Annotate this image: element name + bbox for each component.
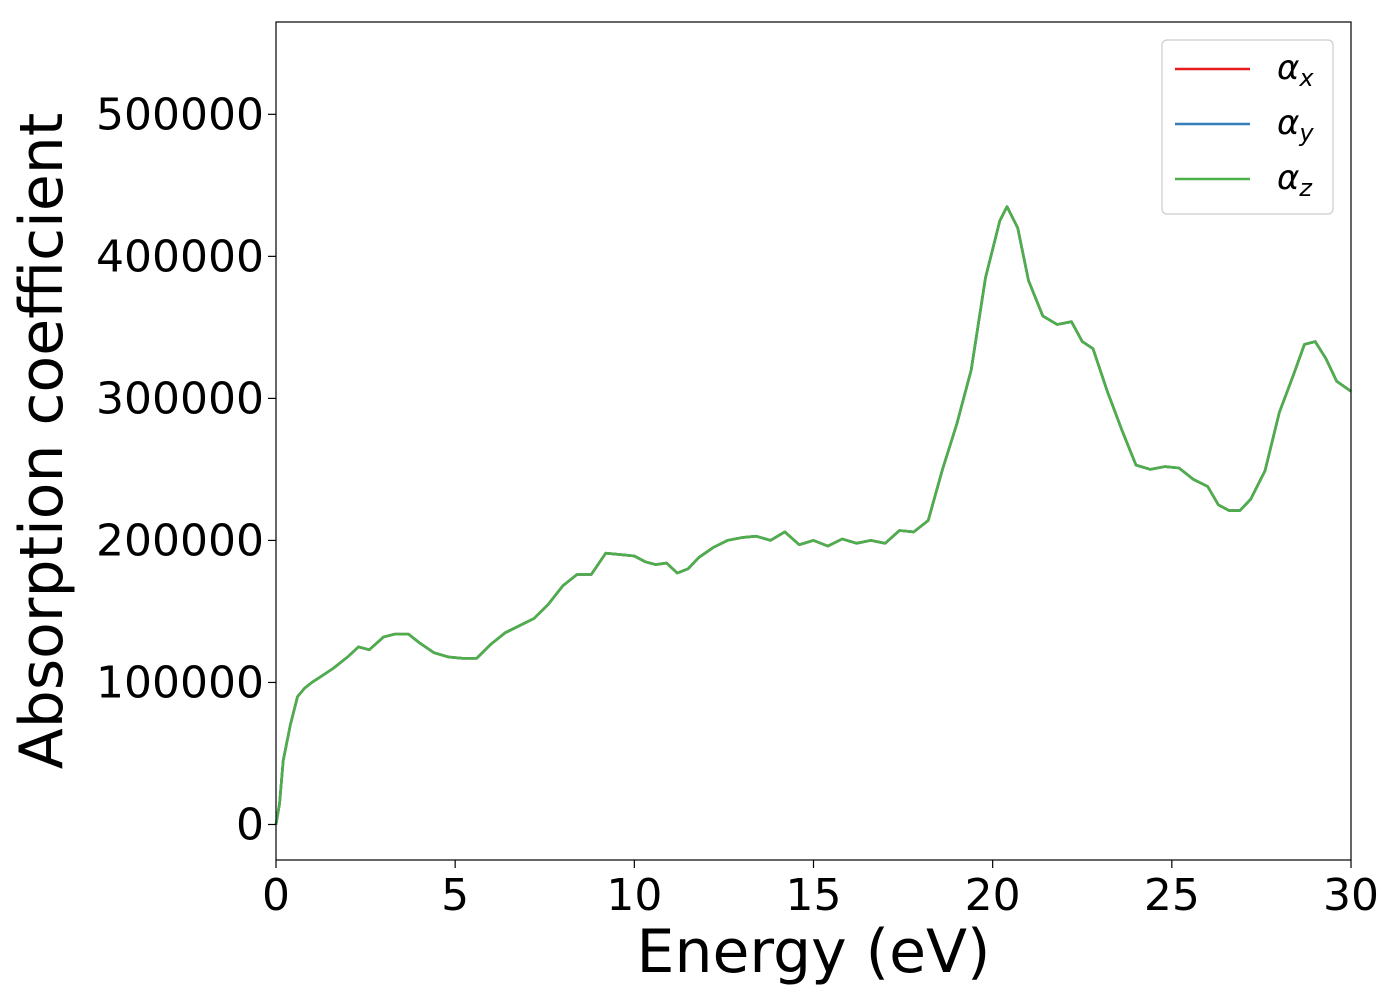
x-tick-label: 15 <box>786 870 842 921</box>
legend: αx αy αz <box>1161 39 1334 215</box>
x-tick-label: 0 <box>262 870 290 921</box>
x-axis-label: Energy (eV) <box>637 917 991 987</box>
y-tick-label: 0 <box>236 799 264 850</box>
legend-label-y: αy <box>1277 103 1314 147</box>
x-tick-label: 30 <box>1323 870 1379 921</box>
series-line-z <box>274 205 1352 825</box>
x-tick-label: 20 <box>965 870 1021 921</box>
legend-box <box>1161 39 1334 215</box>
series-line-y <box>274 205 1352 825</box>
series-line-x <box>274 205 1352 825</box>
y-tick-label: 200000 <box>96 515 264 566</box>
ticks-layer: 0 5 10 15 20 25 30 0 100000 200000 300000 400000 500… <box>96 89 1379 921</box>
legend-label-z: αz <box>1277 158 1313 202</box>
x-tick-label: 5 <box>441 870 469 921</box>
y-tick-label: 100000 <box>96 657 264 708</box>
x-tick-label: 10 <box>606 870 662 921</box>
x-tick-label: 25 <box>1144 870 1200 921</box>
series-layer <box>274 205 1352 825</box>
y-axis-label: Absorption coefficient <box>7 113 77 770</box>
y-tick-label: 500000 <box>96 89 264 140</box>
y-tick-label: 300000 <box>96 373 264 424</box>
y-tick-label: 400000 <box>96 231 264 282</box>
legend-label-x: αx <box>1277 48 1314 92</box>
